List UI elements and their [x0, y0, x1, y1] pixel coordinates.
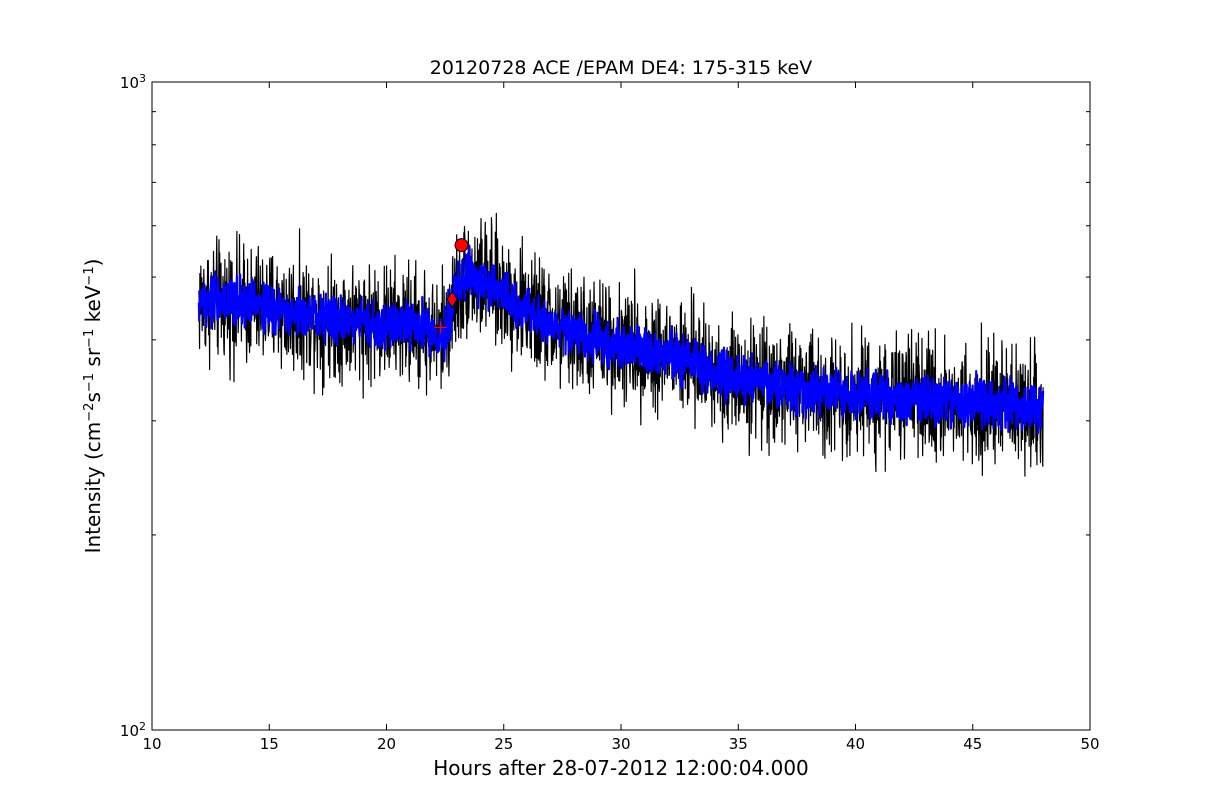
y-tick-labels: 102 103	[120, 72, 146, 741]
x-tick-label: 40	[846, 735, 865, 753]
y-tick-label: 103	[120, 72, 146, 93]
smoothed-intensity-line	[197, 244, 1045, 435]
y-tick-label: 102	[120, 720, 146, 741]
x-tick-label: 15	[260, 735, 279, 753]
x-tick-label: 10	[142, 735, 161, 753]
axis-ticks	[151, 81, 1091, 731]
start-plus-marker	[434, 321, 447, 334]
series-layer	[197, 212, 1045, 477]
y-label-mid-3: keV	[81, 285, 105, 329]
y-label-mid-1: s	[81, 392, 105, 402]
x-axis-title: Hours after 28-07-2012 12:00:04.000	[433, 756, 809, 780]
y-label-prefix: Intensity (cm	[81, 422, 105, 554]
x-tick-label: 35	[729, 735, 748, 753]
x-tick-labels: 10 15 20 25 30 35 40 45 50	[142, 735, 1099, 753]
x-tick-label: 25	[494, 735, 513, 753]
y-label-exp-2: −1	[82, 373, 97, 392]
event-markers	[434, 238, 469, 334]
y-label-suffix: )	[81, 259, 105, 267]
x-tick-label: 20	[377, 735, 396, 753]
y-axis-title: Intensity (cm−2s−1 sr−1 keV−1)	[81, 259, 105, 554]
x-tick-label: 30	[611, 735, 630, 753]
chart-title: 20120728 ACE /EPAM DE4: 175-315 keV	[430, 57, 812, 79]
y-label-mid-2: sr	[81, 347, 105, 373]
y-label-exp-3: −1	[82, 329, 97, 348]
x-tick-label: 45	[963, 735, 982, 753]
y-label-exp-1: −2	[82, 403, 97, 422]
peak-circle-marker	[454, 238, 469, 253]
onset-diamond-marker	[446, 290, 458, 309]
x-tick-label: 50	[1080, 735, 1099, 753]
y-label-exp-4: −1	[82, 266, 97, 285]
